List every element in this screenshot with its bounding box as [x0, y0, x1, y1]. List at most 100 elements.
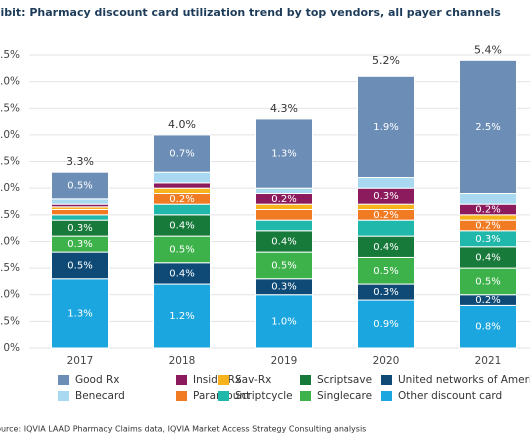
y-tick-label: 1.0% [0, 289, 20, 301]
bar-segment [255, 118, 313, 189]
data-label: 0.4% [271, 236, 296, 247]
legend-label: Benecard [75, 390, 125, 402]
y-tick-label: 2.5% [0, 209, 20, 221]
data-label: 1.9% [373, 122, 398, 133]
total-label: 5.4% [474, 43, 502, 56]
legend-swatch [176, 375, 187, 385]
data-label: 0.4% [475, 252, 500, 263]
legend-label: United networks of America [398, 374, 530, 386]
bar-segment [357, 299, 415, 349]
data-label: 1.3% [271, 149, 296, 160]
legend-swatch [58, 391, 69, 401]
data-label: 0.5% [475, 276, 500, 287]
bar-segment [255, 219, 313, 232]
y-tick-label: 0.5% [0, 315, 20, 327]
bar-segment [357, 256, 415, 285]
y-tick-label: 3.0% [0, 182, 20, 194]
total-label: 3.3% [66, 155, 94, 168]
chart-title: Exhibit: Pharmacy discount card utilizat… [0, 6, 501, 19]
legend-swatch [58, 375, 69, 385]
data-label: 0.4% [169, 268, 194, 279]
bar-segment [51, 198, 109, 205]
data-label: 0.9% [373, 319, 398, 330]
legend-swatch [381, 375, 392, 385]
bar-segment [255, 203, 313, 210]
bar-segment [51, 208, 109, 216]
legend-swatch [381, 391, 392, 401]
legend-swatch [218, 375, 229, 385]
x-tick-label: 2020 [373, 355, 400, 367]
legend-label: Scriptsave [317, 374, 372, 386]
bar-segment [255, 294, 313, 349]
bar-segment [459, 214, 517, 221]
y-tick-label: 5.5% [0, 49, 20, 61]
bar-segment [357, 203, 415, 210]
bar-segment [255, 187, 313, 195]
legend-swatch [300, 391, 311, 401]
y-tick-label: 1.5% [0, 262, 20, 274]
data-label: 0.3% [67, 223, 92, 234]
bar-segment [459, 267, 517, 296]
source-note: Source: IQVIA LAAD Pharmacy Claims data,… [0, 425, 366, 434]
bar-segment [51, 171, 109, 200]
bar-segment [459, 193, 517, 205]
y-tick-label: 4.0% [0, 129, 20, 141]
bar-segment [51, 278, 109, 349]
y-tick-label: 5.0% [0, 76, 20, 88]
bar-segment [357, 219, 415, 237]
data-label: 0.5% [169, 244, 194, 255]
data-label: 1.0% [271, 316, 296, 327]
y-tick-label: 3.5% [0, 156, 20, 168]
bar-segment [51, 214, 109, 221]
data-label: 0.5% [373, 266, 398, 277]
data-label: 0.3% [271, 282, 296, 293]
bar-segment [153, 203, 211, 216]
bar-segment [153, 182, 211, 189]
data-label: 0.5% [271, 260, 296, 271]
data-label: 0.2% [475, 204, 500, 215]
bar-segment [153, 187, 211, 195]
data-label: 0.2% [475, 295, 500, 306]
legend-swatch [218, 391, 229, 401]
legend-label: Other discount card [398, 390, 502, 402]
bar-segment [153, 235, 211, 264]
bar-segment [153, 134, 211, 173]
x-tick-label: 2019 [271, 355, 298, 367]
data-label: 0.5% [67, 260, 92, 271]
data-label: 0.2% [475, 220, 500, 231]
data-label: 0.4% [169, 220, 194, 231]
data-label: 0.3% [67, 239, 92, 250]
bar-segment [255, 208, 313, 221]
data-label: 0.2% [271, 194, 296, 205]
data-label: 0.3% [475, 234, 500, 245]
bar-segment [153, 171, 211, 184]
legend-label: Good Rx [75, 374, 120, 386]
data-label: 2.5% [475, 122, 500, 133]
y-tick-label: 2.0% [0, 235, 20, 247]
bar-segment [357, 177, 415, 189]
total-label: 5.2% [372, 54, 400, 67]
x-tick-label: 2017 [67, 355, 94, 367]
data-label: 0.3% [373, 287, 398, 298]
bar-segment [153, 283, 211, 349]
legend-swatch [176, 391, 187, 401]
x-tick-label: 2018 [169, 355, 196, 367]
data-label: 0.2% [169, 194, 194, 205]
bar-segment [255, 251, 313, 280]
data-label: 0.2% [373, 210, 398, 221]
legend-label: Scriptcycle [235, 390, 293, 402]
total-label: 4.3% [270, 102, 298, 115]
legend-label: Sav-Rx [235, 374, 271, 386]
y-tick-label: 0% [3, 342, 20, 354]
data-label: 0.8% [475, 322, 500, 333]
data-label: 1.2% [169, 311, 194, 322]
data-label: 0.3% [373, 191, 398, 202]
data-label: 0.5% [67, 181, 92, 192]
y-tick-label: 4.5% [0, 102, 20, 114]
data-label: 0.7% [169, 149, 194, 160]
x-tick-label: 2021 [475, 355, 502, 367]
legend-label: Singlecare [317, 390, 372, 402]
data-label: 0.4% [373, 242, 398, 253]
legend-label: Inside Rx [193, 374, 241, 386]
